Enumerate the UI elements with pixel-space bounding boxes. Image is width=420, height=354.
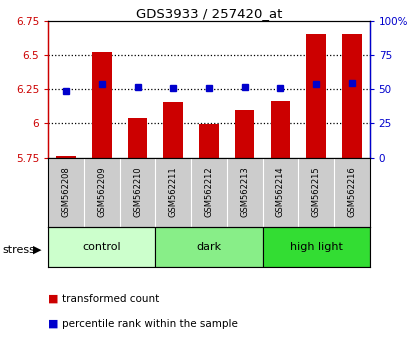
Bar bbox=[48, 227, 155, 267]
Text: GSM562209: GSM562209 bbox=[97, 167, 106, 217]
Bar bbox=[155, 227, 262, 267]
Text: ■: ■ bbox=[48, 294, 59, 304]
Text: GSM562213: GSM562213 bbox=[240, 167, 249, 217]
Text: GSM562214: GSM562214 bbox=[276, 167, 285, 217]
Text: GSM562211: GSM562211 bbox=[169, 167, 178, 217]
Bar bbox=[262, 227, 370, 267]
Text: GSM562210: GSM562210 bbox=[133, 167, 142, 217]
Bar bbox=[270, 101, 290, 158]
Bar bbox=[128, 118, 147, 158]
Text: GSM562212: GSM562212 bbox=[205, 167, 213, 217]
Text: percentile rank within the sample: percentile rank within the sample bbox=[62, 319, 238, 329]
Bar bbox=[92, 52, 112, 158]
Bar bbox=[163, 102, 183, 158]
Bar bbox=[199, 124, 219, 158]
Text: ▶: ▶ bbox=[33, 245, 41, 255]
Text: ■: ■ bbox=[48, 319, 59, 329]
Text: GSM562216: GSM562216 bbox=[347, 167, 356, 217]
Text: GSM562215: GSM562215 bbox=[312, 167, 320, 217]
Text: GSM562208: GSM562208 bbox=[62, 167, 71, 217]
Text: transformed count: transformed count bbox=[62, 294, 160, 304]
Text: dark: dark bbox=[197, 242, 221, 252]
Text: stress: stress bbox=[2, 245, 35, 255]
Bar bbox=[235, 110, 255, 158]
Title: GDS3933 / 257420_at: GDS3933 / 257420_at bbox=[136, 7, 282, 20]
Text: control: control bbox=[83, 242, 121, 252]
Bar bbox=[342, 34, 362, 158]
Bar bbox=[306, 34, 326, 158]
Bar bbox=[56, 156, 76, 158]
Text: high light: high light bbox=[290, 242, 342, 252]
